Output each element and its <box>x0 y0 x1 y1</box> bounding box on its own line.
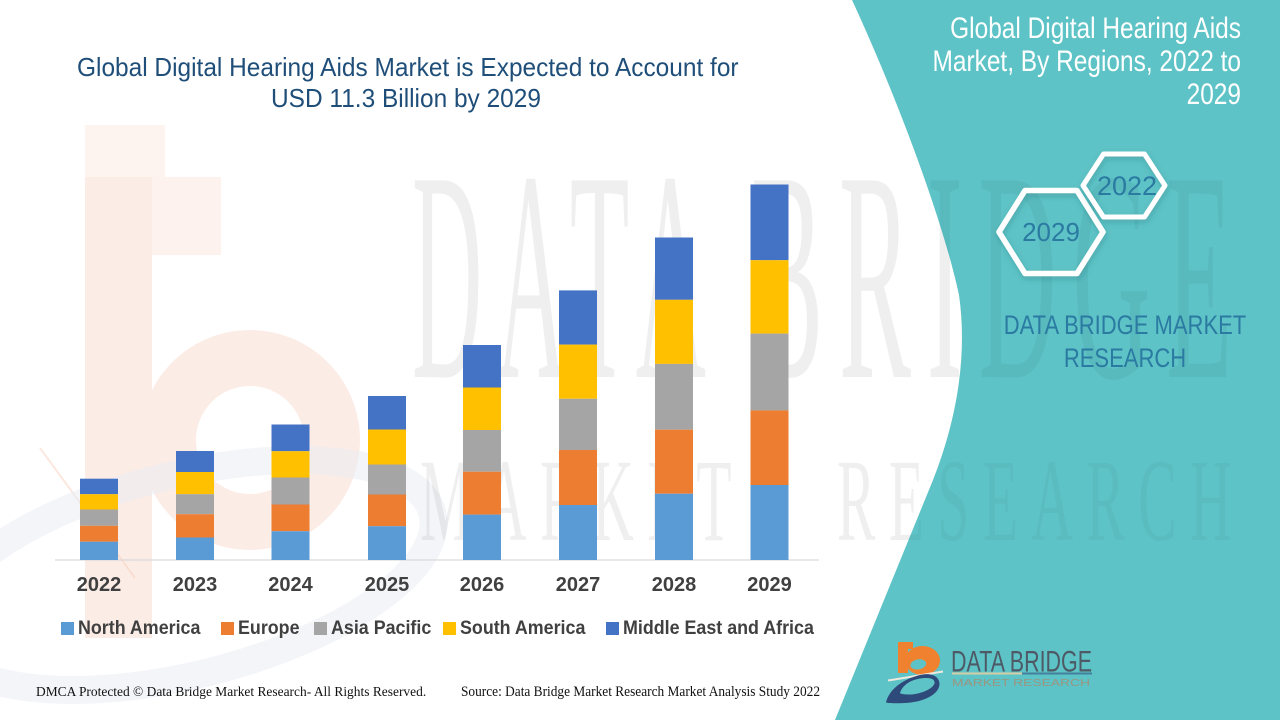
svg-text:2029: 2029 <box>1022 217 1080 247</box>
svg-text:2022: 2022 <box>1097 171 1157 201</box>
svg-text:MARKET RESEARCH: MARKET RESEARCH <box>952 678 1090 689</box>
